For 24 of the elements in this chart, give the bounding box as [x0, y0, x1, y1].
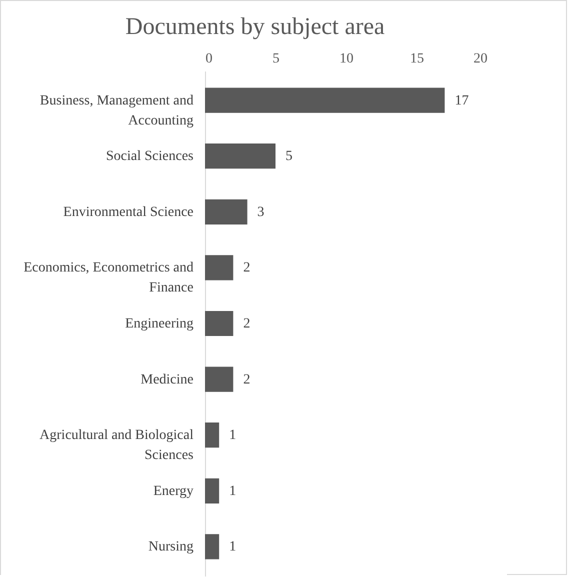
y-tick-label: Engineering: [125, 316, 194, 332]
x-tick-label: 5: [272, 52, 280, 66]
data-label: 1: [229, 484, 236, 499]
y-tick-label: Business, Management and Accounting: [40, 93, 194, 128]
y-tick-label: Social Sciences: [106, 149, 194, 164]
x-tick-label: 15: [410, 52, 424, 66]
data-label: 5: [286, 149, 292, 164]
data-label: 1: [229, 428, 236, 444]
x-tick-label: 10: [340, 52, 354, 66]
x-tick-label: 0: [206, 52, 212, 66]
data-label: 2: [243, 316, 250, 332]
y-tick-label: Agricultural and Biological Sciences: [40, 428, 194, 464]
data-label: 3: [257, 204, 264, 220]
data-label: 2: [243, 260, 250, 276]
x-tick-label: 20: [474, 52, 488, 66]
y-tick-label: Energy: [153, 484, 194, 499]
data-label: 17: [454, 93, 469, 108]
data-label: 2: [243, 372, 250, 388]
y-tick-label: Medicine: [140, 372, 194, 388]
y-tick-label: Environmental Science: [63, 204, 194, 220]
chart-title: Documents by subject area: [125, 14, 386, 40]
y-tick-label: Economics, Econometrics and Finance: [24, 260, 194, 296]
data-label: 1: [229, 540, 236, 555]
y-tick-label: Nursing: [148, 540, 194, 555]
